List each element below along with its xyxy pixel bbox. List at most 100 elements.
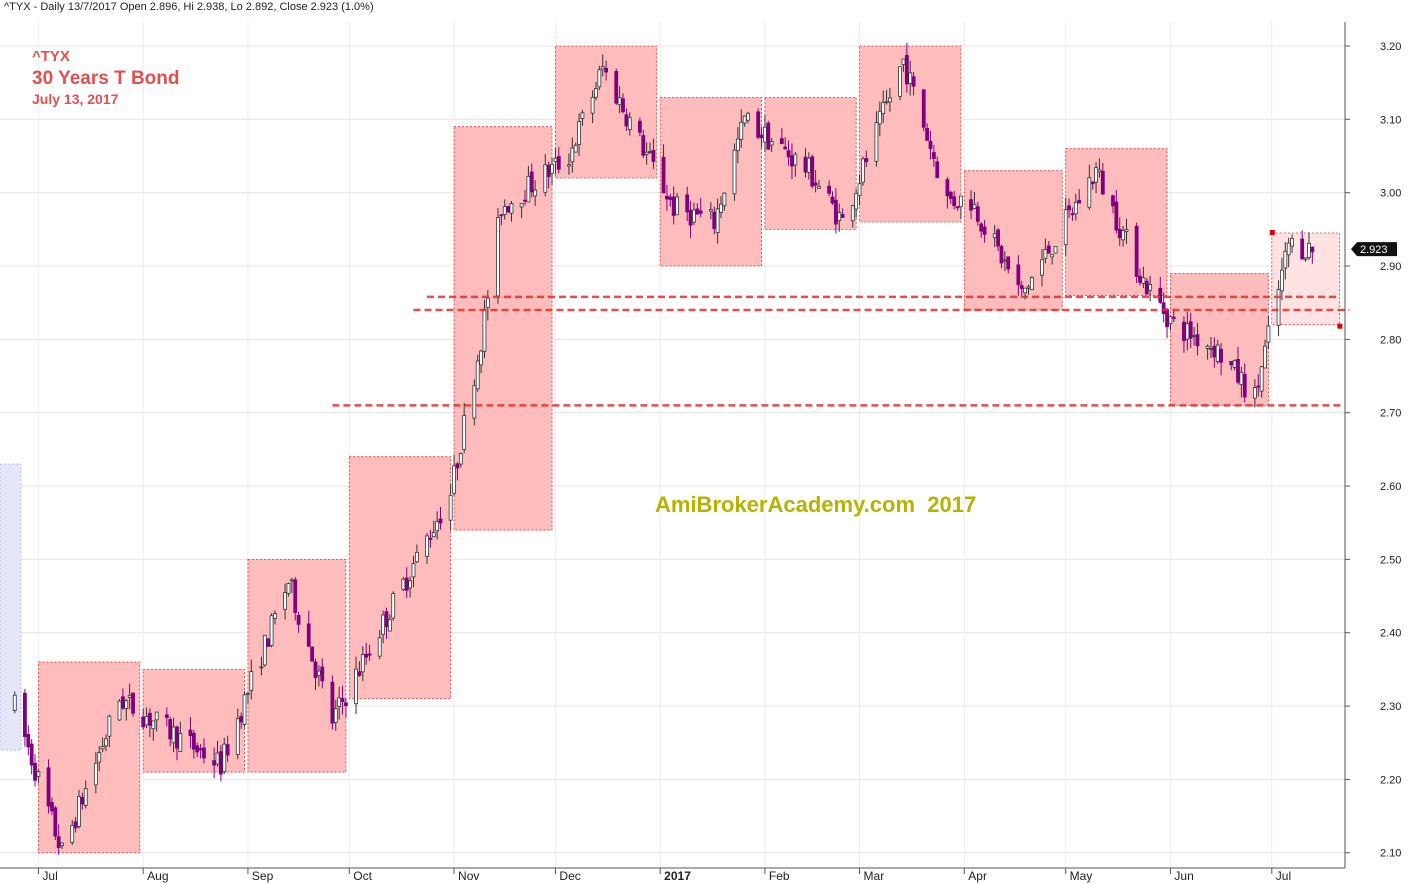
candle-body [874, 122, 879, 162]
candle-body [641, 135, 646, 156]
candle-body [756, 111, 761, 138]
candle-body [864, 158, 869, 163]
candle-body [509, 203, 514, 214]
last-price-badge [1351, 242, 1397, 257]
candle-body [53, 807, 58, 837]
candle-body [310, 646, 315, 662]
candle-body [1182, 321, 1186, 341]
candle-body [1138, 275, 1142, 283]
candle-body [218, 751, 223, 775]
candle-body [289, 579, 294, 582]
candle-body [1158, 287, 1163, 303]
candle-body [735, 138, 740, 152]
candle-body [1046, 245, 1051, 254]
candle-body [908, 72, 913, 84]
candle-body [1050, 254, 1055, 258]
candle-body [1307, 242, 1311, 258]
candle-body [499, 214, 504, 217]
candle-body [1094, 167, 1098, 183]
candle-body [529, 171, 534, 193]
chart-date: July 13, 2017 [32, 91, 119, 107]
candle-body [50, 801, 54, 812]
candle-body [212, 760, 217, 766]
candle-body [556, 156, 561, 170]
candle-body [1185, 323, 1190, 340]
candle-body [854, 192, 859, 210]
candle-body [523, 199, 527, 202]
candle-body [715, 208, 720, 234]
candle-body [1111, 195, 1115, 207]
candle-body [127, 694, 132, 698]
candle-body [590, 96, 595, 114]
candle-body [644, 151, 649, 155]
support-lines [332, 230, 1350, 407]
candle-body [235, 718, 240, 755]
candle-body [763, 126, 767, 143]
candle-body [225, 744, 230, 756]
candle-body [458, 453, 463, 465]
candle-body [945, 179, 950, 197]
candle-body [597, 69, 602, 88]
candle-body [496, 217, 500, 297]
candle-body [286, 583, 291, 594]
candle-body [195, 745, 200, 753]
candle-body [624, 114, 629, 127]
candle-body [952, 196, 957, 206]
candle-body [1300, 238, 1305, 260]
candle-body [1114, 201, 1119, 231]
candle-body [881, 102, 886, 114]
candle-body [381, 614, 385, 635]
candle-body [594, 88, 598, 98]
candle-body [83, 788, 88, 806]
candle-body [337, 697, 342, 707]
candle-body [779, 138, 784, 145]
candle-body [479, 350, 483, 366]
candle-body [188, 729, 193, 737]
candle-body [448, 494, 453, 521]
candle-body [401, 578, 406, 591]
candle-body [1117, 228, 1122, 239]
x-tick-label: Mar [864, 869, 885, 883]
candle-body [151, 720, 156, 730]
candle-body [80, 796, 85, 805]
candle-body [384, 611, 389, 628]
candle-body [925, 127, 930, 141]
candle-body [306, 623, 311, 647]
candle-body [259, 666, 264, 669]
candle-body [1002, 259, 1007, 262]
candle-body [614, 71, 619, 104]
x-tick-label: Oct [353, 869, 372, 883]
candle-body [148, 712, 152, 726]
candle-body [29, 743, 34, 766]
candle-body [164, 714, 169, 718]
candle-body [580, 112, 585, 119]
x-tick-label: Jun [1174, 869, 1193, 883]
candle-body [144, 716, 149, 726]
candle-body [1073, 201, 1078, 215]
candle-body [1070, 213, 1075, 216]
candle-body [36, 771, 41, 778]
candle-body [651, 149, 656, 162]
candle-body [533, 189, 538, 197]
candle-body [175, 726, 179, 749]
candle-body [888, 97, 892, 103]
candle-body [766, 122, 771, 150]
candle-body [692, 209, 696, 223]
candle-body [1171, 316, 1176, 319]
candle-body [1077, 199, 1082, 204]
x-tick-label: Apr [968, 869, 987, 883]
x-tick-label: Sep [252, 869, 274, 883]
candle-body [1192, 335, 1196, 337]
candle-body [320, 666, 325, 682]
candle-body [948, 192, 953, 199]
candle-body [979, 223, 984, 232]
candle-body [1006, 256, 1011, 270]
candle-body [550, 163, 554, 174]
candle-body [732, 149, 737, 195]
y-tick-label: 2.10 [1380, 848, 1401, 860]
candle-body [969, 199, 973, 211]
candle-body [367, 653, 372, 656]
candle-body [154, 711, 159, 721]
candle-body [12, 694, 17, 711]
